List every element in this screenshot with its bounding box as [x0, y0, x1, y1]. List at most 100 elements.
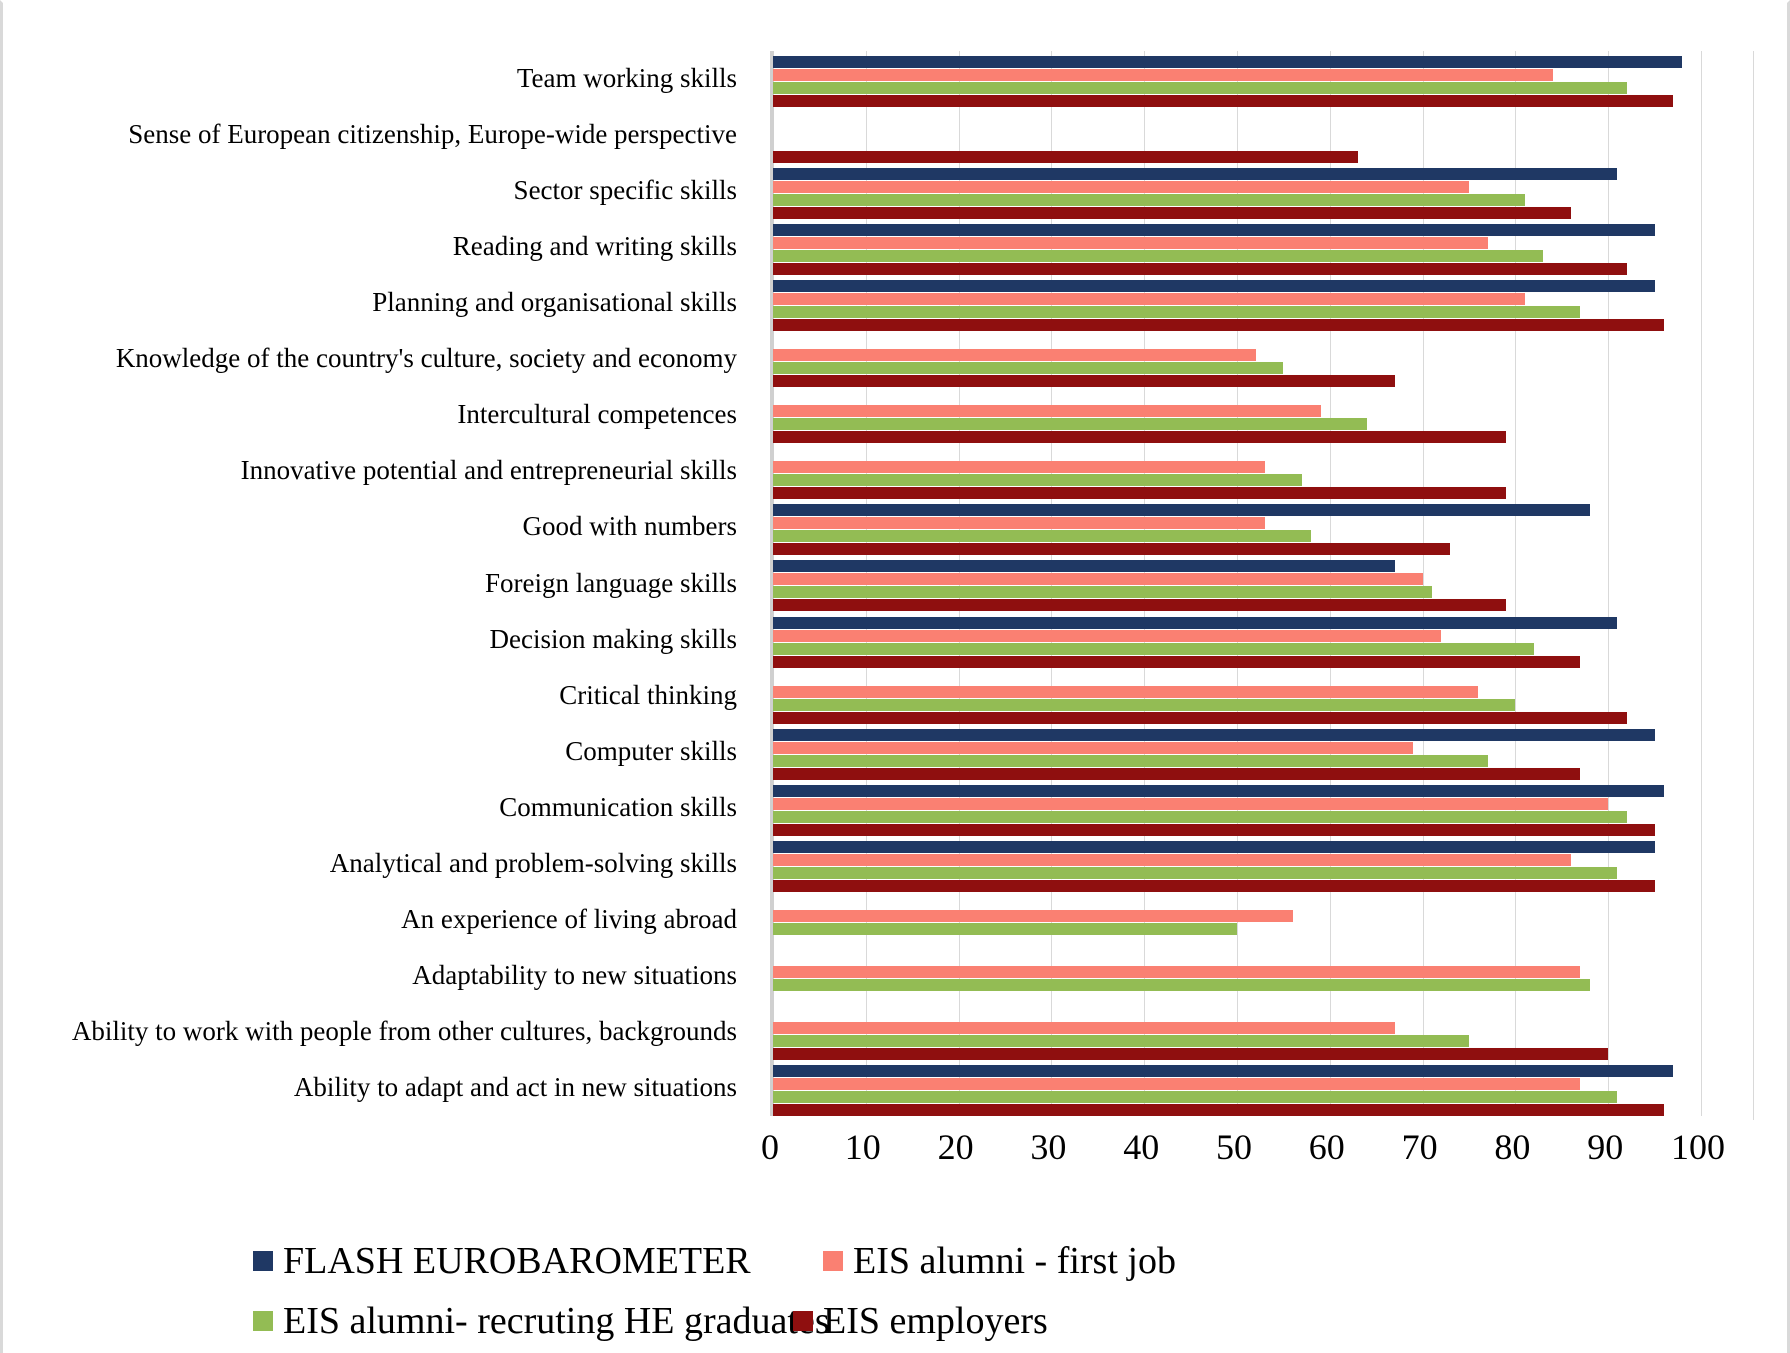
bar — [773, 263, 1627, 276]
y-axis-label: Intercultural competences — [457, 399, 737, 430]
bar-group — [773, 168, 1701, 224]
bar — [773, 250, 1544, 263]
y-axis-category-labels: Team working skills Sense of European cit… — [3, 51, 755, 1116]
bar-group — [773, 504, 1701, 560]
bar — [773, 655, 1581, 668]
legend-label: FLASH EUROBAROMETER — [283, 1240, 751, 1282]
bar — [773, 530, 1312, 543]
bar-group — [773, 560, 1701, 616]
y-axis-label: Sense of European citizenship, Europe-wi… — [128, 119, 737, 150]
chart-legend: FLASH EUROBAROMETER EIS alumni - first jo… — [253, 1231, 1453, 1351]
bar — [773, 741, 1414, 754]
plot-right-border — [1753, 51, 1754, 1120]
y-axis-label: Innovative potential and entrepreneurial… — [240, 455, 737, 486]
legend-item[interactable]: EIS employers — [793, 1299, 1048, 1343]
gridline-100 — [1701, 51, 1702, 1116]
legend-row-top: FLASH EUROBAROMETER EIS alumni - first jo… — [253, 1231, 1453, 1291]
y-axis-label: An experience of living abroad — [401, 903, 737, 934]
y-axis-label: Planning and organisational skills — [372, 287, 737, 318]
bar-group — [773, 280, 1701, 336]
y-axis-label: Foreign language skills — [485, 567, 737, 598]
bar — [773, 922, 1237, 935]
x-axis-tick-60: 60 — [1308, 1127, 1345, 1167]
bar — [773, 853, 1572, 866]
y-axis-label: Analytical and problem-solving skills — [329, 847, 737, 878]
y-axis-label: Critical thinking — [559, 679, 737, 710]
gridline-80 — [1515, 51, 1517, 1116]
legend-swatch-icon — [253, 1311, 273, 1331]
bar — [773, 823, 1655, 836]
bar-group — [773, 784, 1701, 841]
bar — [773, 754, 1488, 767]
bar — [773, 1034, 1469, 1047]
bar — [773, 82, 1627, 94]
y-axis-label: Sector specific skills — [513, 175, 737, 206]
bar-group — [773, 1064, 1701, 1121]
x-axis-tick-50: 50 — [1216, 1127, 1252, 1167]
x-axis-tick-30: 30 — [1030, 1127, 1067, 1167]
bar — [773, 237, 1488, 250]
bar — [773, 879, 1655, 892]
bar — [773, 224, 1655, 237]
bar — [773, 1064, 1674, 1077]
bar — [773, 280, 1655, 293]
bar — [773, 784, 1664, 797]
bar — [773, 685, 1479, 698]
bar-group — [773, 953, 1701, 1009]
y-axis-label: Good with numbers — [522, 511, 737, 542]
bar-group — [773, 448, 1701, 504]
y-axis-label: Communication skills — [499, 791, 737, 822]
y-axis-label: Ability to work with people from other c… — [71, 1015, 737, 1046]
bar — [773, 362, 1284, 375]
bar — [773, 810, 1627, 823]
gridline-90 — [1608, 51, 1610, 1116]
bar-group — [773, 112, 1701, 168]
bar — [773, 151, 1358, 164]
x-axis-tick-100: 100 — [1671, 1127, 1725, 1167]
bar — [773, 711, 1627, 724]
bar — [773, 319, 1664, 332]
bar — [773, 168, 1618, 181]
legend-item[interactable]: EIS alumni - first job — [823, 1239, 1176, 1283]
bar — [773, 405, 1321, 418]
gridline-70 — [1422, 51, 1424, 1116]
x-axis-tick-90: 90 — [1587, 1127, 1624, 1167]
x-axis-tick-labels: 0 10 20 30 40 50 60 70 80 90 100 — [761, 1125, 1725, 1175]
bar — [773, 56, 1683, 68]
bar — [773, 543, 1451, 556]
bar-group — [773, 673, 1701, 729]
bar-group — [773, 616, 1701, 673]
y-axis-label: Ability to adapt and act in new situatio… — [293, 1071, 737, 1102]
bar — [773, 599, 1507, 612]
bar-group — [773, 728, 1701, 785]
bar — [773, 642, 1534, 655]
bar — [773, 1077, 1581, 1090]
legend-item[interactable]: EIS alumni- recruting HE graduates — [253, 1299, 830, 1343]
bar — [773, 293, 1525, 306]
bar — [773, 306, 1581, 319]
bar — [773, 504, 1590, 517]
y-axis-label: Reading and writing skills — [452, 231, 737, 262]
bar — [773, 560, 1395, 573]
bar — [773, 797, 1609, 810]
bar — [773, 375, 1395, 388]
x-axis-tick-20: 20 — [937, 1127, 974, 1167]
bar — [773, 573, 1423, 586]
legend-swatch-icon — [823, 1251, 843, 1271]
y-axis-label: Team working skills — [516, 63, 737, 94]
legend-item[interactable]: FLASH EUROBAROMETER — [253, 1239, 823, 1283]
bar — [773, 474, 1302, 487]
bar-group — [773, 840, 1701, 897]
x-axis-tick-80: 80 — [1494, 1127, 1531, 1167]
bar — [773, 349, 1256, 362]
bar-group — [773, 1009, 1701, 1065]
bar — [773, 909, 1293, 922]
legend-label: EIS alumni - first job — [853, 1240, 1176, 1282]
legend-row-bottom: EIS alumni- recruting HE graduates EIS em… — [253, 1291, 1453, 1351]
bar-group — [773, 224, 1701, 280]
bar — [773, 1021, 1395, 1034]
legend-label: EIS alumni- recruting HE graduates — [283, 1300, 830, 1342]
bar — [773, 586, 1432, 599]
y-axis-label: Knowledge of the country's culture, soci… — [115, 343, 737, 374]
